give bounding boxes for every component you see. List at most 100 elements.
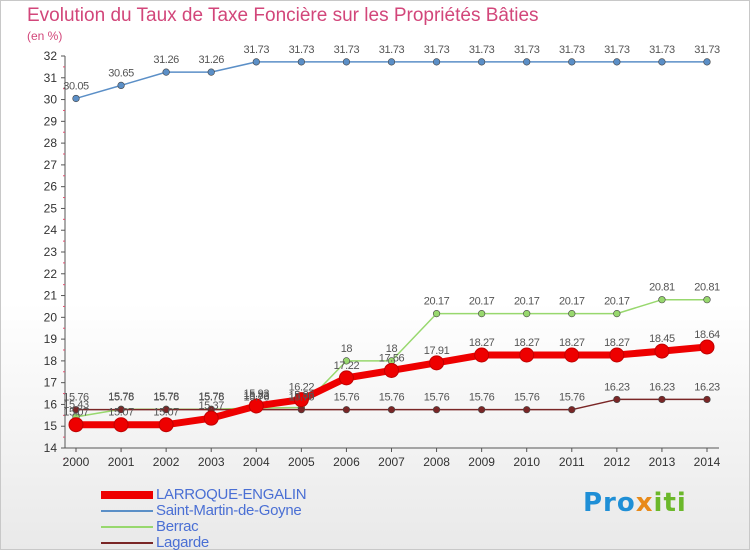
data-point-larroque-engalin [338, 370, 354, 386]
y-tick-label: 24 [44, 223, 58, 237]
y-tick-label: 29 [44, 114, 58, 128]
data-label-saint-martin-de-goyne: 31.73 [559, 44, 585, 56]
data-point-lagarde [387, 406, 396, 414]
chart-title: Evolution du Taux de Taxe Foncière sur l… [27, 5, 539, 26]
data-label-larroque-engalin: 15.07 [108, 407, 134, 419]
data-point-saint-martin-de-goyne [432, 58, 441, 66]
x-tick-label: 2008 [423, 455, 450, 469]
data-point-lagarde [703, 395, 711, 404]
legend-swatch-larroque [101, 491, 153, 499]
data-point-larroque-engalin [384, 362, 399, 378]
data-point-larroque-engalin [519, 347, 535, 363]
data-point-lagarde [162, 406, 170, 414]
data-point-lagarde [478, 406, 486, 414]
x-tick-label: 2004 [243, 455, 270, 469]
legend-swatch-lagarde [101, 542, 153, 544]
data-label-larroque-engalin: 15.07 [153, 407, 179, 419]
data-label-lagarde: 15.76 [469, 392, 495, 404]
data-label-larroque-engalin: 18.27 [514, 337, 540, 349]
data-point-saint-martin-de-goyne [568, 58, 576, 66]
data-label-larroque-engalin: 16.22 [289, 382, 315, 394]
data-point-berrac [658, 296, 666, 304]
data-point-larroque-engalin [564, 347, 580, 363]
data-label-saint-martin-de-goyne: 30.65 [108, 67, 134, 79]
data-label-saint-martin-de-goyne: 31.73 [649, 44, 675, 56]
data-label-saint-martin-de-goyne: 31.26 [153, 54, 179, 66]
data-point-larroque-engalin [654, 343, 670, 359]
data-label-lagarde: 15.76 [559, 392, 585, 404]
y-tick-label: 14 [44, 441, 58, 455]
data-label-berrac: 15.83 [244, 390, 270, 402]
data-point-larroque-engalin [699, 339, 715, 355]
x-tick-label: 2001 [108, 455, 135, 469]
y-tick-label: 27 [44, 158, 58, 172]
data-label-lagarde: 15.76 [514, 392, 540, 404]
data-point-lagarde [297, 406, 305, 414]
x-tick-label: 2012 [604, 455, 631, 469]
data-label-lagarde: 16.23 [604, 381, 630, 393]
y-tick-label: 15 [44, 419, 58, 433]
data-point-larroque-engalin [113, 417, 129, 433]
series-lines [68, 58, 715, 433]
data-point-berrac [523, 310, 531, 318]
data-label-berrac: 20.17 [469, 296, 495, 308]
data-label-lagarde: 15.76 [379, 392, 405, 404]
data-label-lagarde: 15.76 [424, 392, 450, 404]
data-point-lagarde [613, 395, 621, 404]
data-point-berrac [703, 296, 711, 304]
data-label-saint-martin-de-goyne: 30.05 [63, 80, 89, 92]
legend-swatch-berrac [101, 526, 153, 528]
y-tick-label: 21 [44, 289, 58, 303]
y-tick-label: 16 [44, 397, 58, 411]
data-point-saint-martin-de-goyne [523, 58, 531, 66]
data-label-saint-martin-de-goyne: 31.73 [604, 44, 630, 56]
data-point-saint-martin-de-goyne [387, 58, 396, 66]
data-label-berrac: 20.17 [514, 296, 540, 308]
data-label-berrac: 18 [386, 343, 398, 355]
data-point-saint-martin-de-goyne [658, 58, 666, 66]
data-label-saint-martin-de-goyne: 31.73 [379, 44, 405, 56]
legend-swatch-saint-martin [101, 510, 153, 512]
x-tick-label: 2011 [559, 455, 585, 469]
y-tick-label: 25 [44, 201, 58, 215]
data-point-larroque-engalin [68, 417, 84, 433]
data-point-saint-martin-de-goyne [72, 94, 80, 103]
x-tick-label: 2013 [649, 455, 676, 469]
unit-label: (en %) [27, 29, 63, 43]
data-point-saint-martin-de-goyne [613, 58, 621, 66]
x-tick-label: 2007 [378, 455, 405, 469]
data-label-larroque-engalin: 18.27 [469, 337, 495, 349]
legend-label-lagarde: Lagarde [156, 534, 209, 551]
data-point-lagarde [117, 406, 125, 414]
axes: 14 15 16 17 18 19 20 21 22 23 24 25 26 27 28 29 30 31 32 20… [44, 49, 721, 469]
data-point-berrac [342, 357, 351, 365]
data-label-berrac: 15.78 [153, 391, 179, 403]
x-tick-label: 2005 [288, 455, 315, 469]
data-label-lagarde: 15.76 [108, 392, 134, 404]
y-tick-label: 26 [44, 180, 58, 194]
data-label-larroque-engalin: 18.27 [559, 337, 585, 349]
data-label-larroque-engalin: 18.27 [604, 337, 630, 349]
data-label-lagarde: 16.23 [649, 381, 675, 393]
data-label-berrac: 20.81 [694, 282, 720, 294]
data-point-larroque-engalin [293, 392, 309, 408]
data-label-lagarde: 15.76 [153, 392, 179, 404]
data-point-saint-martin-de-goyne [342, 58, 351, 66]
data-label-larroque-engalin: 15.37 [198, 400, 224, 412]
data-label-berrac: 15.78 [198, 391, 224, 403]
data-point-berrac [568, 310, 576, 318]
y-tick-label: 19 [44, 332, 58, 346]
y-tick-label: 32 [44, 49, 58, 63]
y-tick-label: 20 [44, 310, 58, 324]
x-tick-label: 2000 [63, 455, 90, 469]
data-point-berrac [478, 310, 486, 318]
data-label-larroque-engalin: 18.45 [649, 333, 675, 345]
data-point-larroque-engalin [609, 347, 625, 363]
data-point-larroque-engalin [429, 355, 445, 371]
y-tick-label: 22 [44, 267, 58, 281]
data-label-saint-martin-de-goyne: 31.73 [424, 44, 450, 56]
data-point-larroque-engalin [203, 410, 219, 426]
series-line-saint-martin-de-goyne [75, 61, 707, 100]
data-point-lagarde [568, 406, 576, 414]
data-label-lagarde: 15.76 [289, 392, 315, 404]
